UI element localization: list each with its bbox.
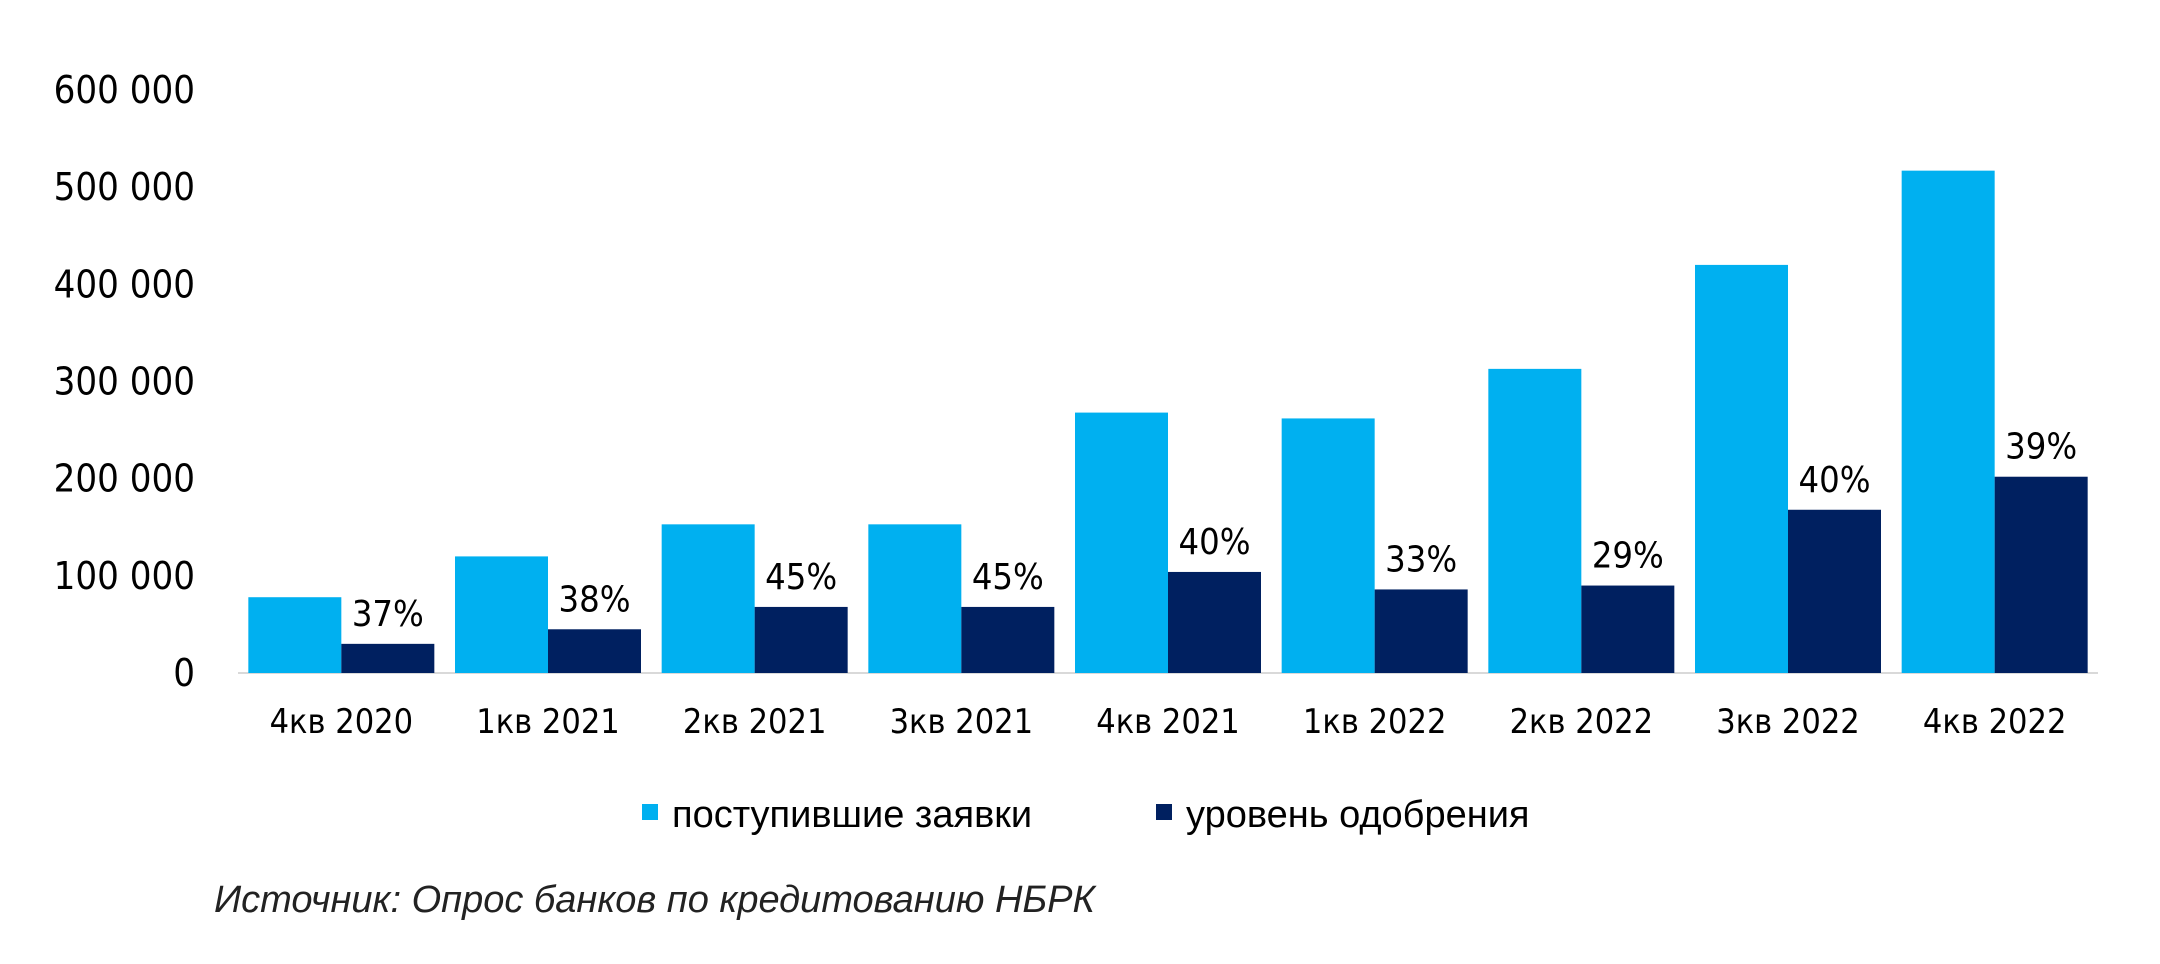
bar-applications xyxy=(1695,264,1788,673)
y-tick-label: 300 000 xyxy=(54,360,195,404)
bar-applications xyxy=(1075,412,1168,673)
x-tick-label: 2кв 2021 xyxy=(683,702,827,742)
data-label-approval-rate: 40% xyxy=(1799,460,1871,501)
data-label-approval-rate: 29% xyxy=(1592,536,1664,577)
bar-approval xyxy=(1168,571,1261,673)
bar-approval xyxy=(1374,589,1468,673)
bar-groups: 37% 38% 45% 45% 40% 33% 29% 40% 39% xyxy=(248,170,2088,674)
bar-approval xyxy=(1994,476,2088,673)
y-axis-ticks: 0 100 000 200 000 300 000 400 000 500 000 600 … xyxy=(54,68,195,695)
legend-swatch-applications xyxy=(642,804,658,820)
y-tick-label: 500 000 xyxy=(54,165,195,209)
bar-approval xyxy=(1581,585,1675,673)
bar-approval xyxy=(341,643,435,673)
y-tick-label: 100 000 xyxy=(54,554,195,598)
x-tick-label: 1кв 2021 xyxy=(476,702,620,742)
x-tick-label: 4кв 2021 xyxy=(1096,702,1240,742)
bar-applications xyxy=(1901,170,1995,674)
bar-approval xyxy=(754,606,848,673)
data-label-approval-rate: 38% xyxy=(559,579,631,620)
bar-applications xyxy=(661,524,755,673)
y-tick-label: 0 xyxy=(173,651,195,695)
legend-label-approval: уровень одобрения xyxy=(1186,794,1530,836)
bar-applications xyxy=(868,524,962,673)
data-label-approval-rate: 39% xyxy=(2005,427,2077,468)
x-tick-label: 1кв 2022 xyxy=(1303,702,1447,742)
y-tick-label: 200 000 xyxy=(54,457,195,501)
x-tick-label: 4кв 2022 xyxy=(1923,702,2067,742)
data-label-approval-rate: 45% xyxy=(972,557,1044,598)
x-axis-ticks: 4кв 2020 1кв 2021 2кв 2021 3кв 2021 4кв 2021… xyxy=(270,702,2067,742)
bar-approval xyxy=(961,606,1055,673)
bar-approval xyxy=(548,629,641,673)
x-tick-label: 3кв 2021 xyxy=(890,702,1034,742)
y-tick-label: 600 000 xyxy=(54,68,195,112)
bar-applications xyxy=(1281,418,1375,673)
bar-approval xyxy=(1788,509,1881,673)
legend: поступившие заявки уровень одобрения xyxy=(642,794,1530,836)
x-tick-label: 4кв 2020 xyxy=(270,702,414,742)
data-label-approval-rate: 37% xyxy=(352,594,424,635)
legend-label-applications: поступившие заявки xyxy=(672,794,1032,836)
y-tick-label: 400 000 xyxy=(54,262,195,306)
x-tick-label: 3кв 2022 xyxy=(1716,702,1860,742)
data-label-approval-rate: 40% xyxy=(1179,522,1251,563)
x-tick-label: 2кв 2022 xyxy=(1510,702,1654,742)
bar-applications xyxy=(1488,368,1582,673)
bar-applications xyxy=(248,597,342,673)
data-label-approval-rate: 33% xyxy=(1385,539,1457,580)
legend-swatch-approval xyxy=(1156,804,1172,820)
bar-applications xyxy=(455,556,548,673)
source-note: Источник: Опрос банков по кредитованию Н… xyxy=(214,879,1098,921)
data-label-approval-rate: 45% xyxy=(765,557,837,598)
